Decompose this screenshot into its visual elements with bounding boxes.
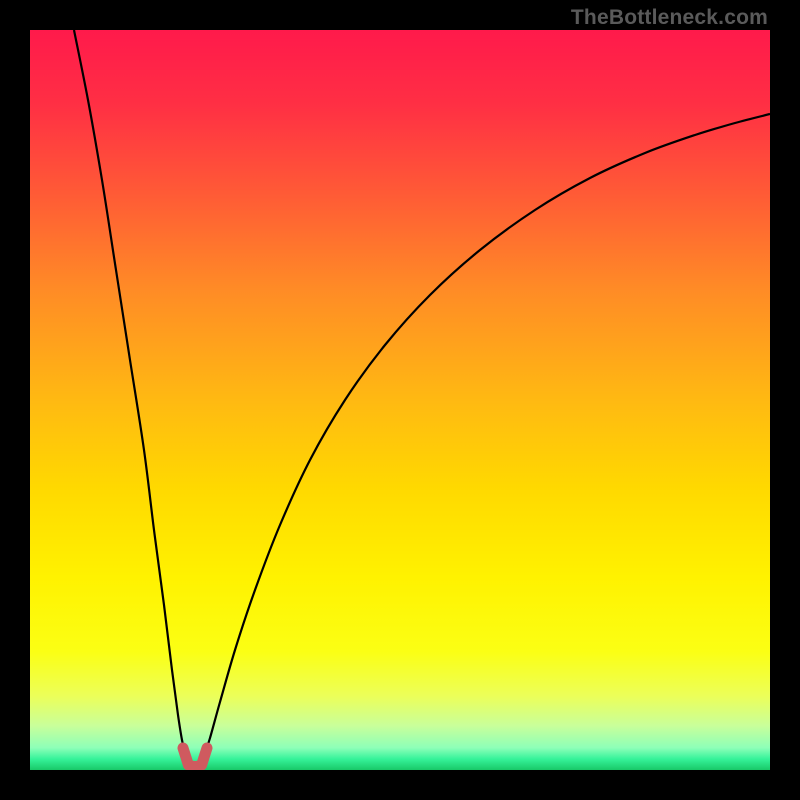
curve-notch — [183, 748, 207, 767]
curve-left-branch — [74, 30, 185, 753]
chart-frame: TheBottleneck.com — [0, 0, 800, 800]
plot-area — [30, 30, 770, 770]
curve-layer — [30, 30, 770, 770]
curve-right-branch — [205, 114, 770, 753]
watermark-text: TheBottleneck.com — [571, 6, 768, 30]
